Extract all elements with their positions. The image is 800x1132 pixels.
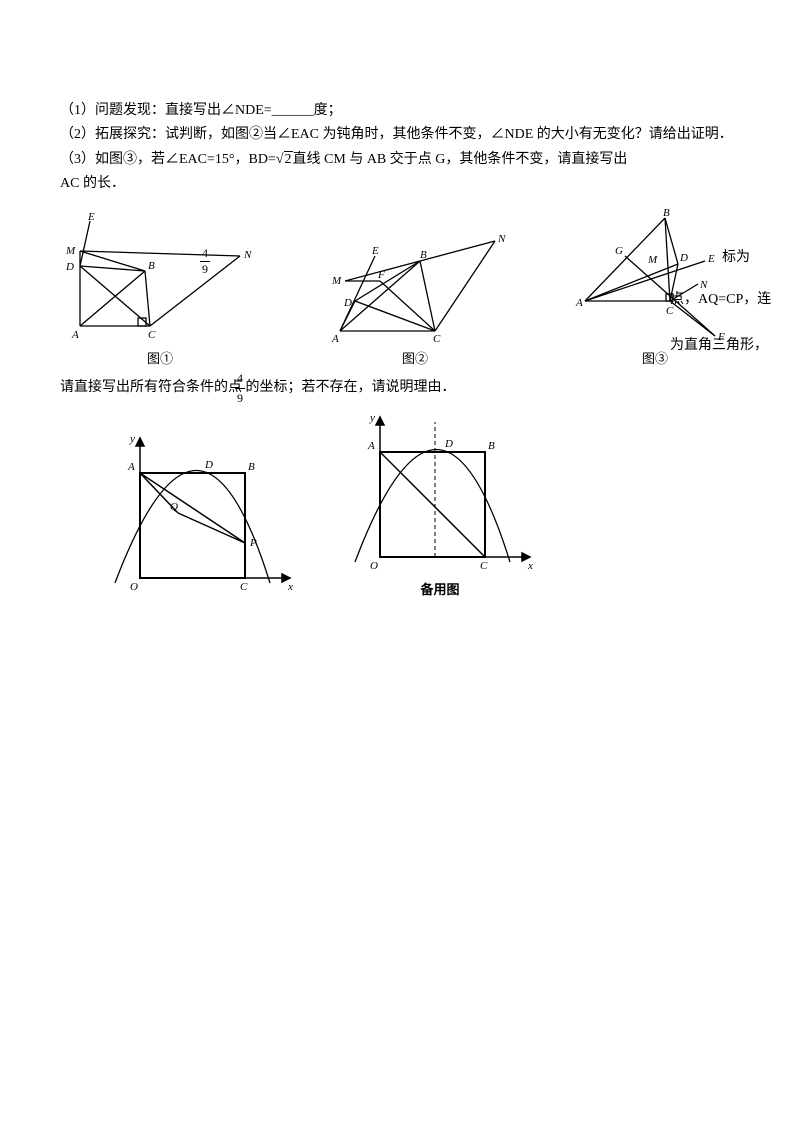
lbl3-E: E — [707, 253, 715, 265]
question-part1: （1）问题发现：直接写出∠NDE=______度； — [60, 100, 740, 122]
lbl-M: M — [65, 245, 76, 257]
cl-y: y — [129, 433, 135, 445]
figure-2-label: 图② — [320, 348, 510, 367]
cl-P: P — [249, 537, 257, 549]
cr-D: D — [444, 438, 453, 450]
lbl-E: E — [87, 211, 95, 223]
lbl3-G: G — [615, 245, 623, 257]
lbl2-M: M — [331, 275, 342, 287]
part3b: 直线 CM 与 AB 交于点 G，其他条件不变，请直接写出 — [293, 152, 628, 167]
cl-A: A — [127, 461, 135, 473]
lbl3-B: B — [663, 207, 670, 219]
lbl-D: D — [65, 261, 74, 273]
fraction-2: 4 9 — [235, 369, 245, 408]
question-part3: （3）如图③，若∠EAC=15°，BD=2直线 CM 与 AB 交于点 G，其他… — [60, 149, 740, 171]
figure-1-label: 图① — [60, 348, 260, 367]
coord-fig-right: y x O A B C D 备用图 — [340, 407, 540, 598]
bottom-line: 请直接写出所有符合条件的点 的坐标；若不存在，请说明理由． 4 9 — [60, 377, 740, 399]
overlay-extra1: 标为 — [722, 246, 750, 266]
lbl2-N: N — [497, 233, 506, 245]
cl-D: D — [204, 459, 213, 471]
cr-A: A — [367, 440, 375, 452]
figure-2-wrap: E B N M F D A C 图② — [320, 226, 510, 367]
figure-2: E B N M F D A C — [320, 226, 510, 346]
cl-C: C — [240, 581, 248, 593]
cr-x: x — [527, 560, 533, 572]
overlay-extra2: 点，AQ=CP，连 — [670, 288, 790, 308]
cr-B: B — [488, 440, 495, 452]
figures-top-row: E M D B N A C 图① 4 9 — [60, 206, 740, 367]
figure-1-wrap: E M D B N A C 图① — [60, 206, 260, 367]
lbl3-D: D — [679, 252, 688, 264]
cr-O: O — [370, 560, 378, 572]
lbl3-A: A — [575, 297, 583, 309]
cl-B: B — [248, 461, 255, 473]
cr-C: C — [480, 560, 488, 572]
lbl2-F: F — [377, 269, 385, 281]
coord-svg-right: y x O A B C D — [340, 407, 540, 577]
part3a: （3）如图③，若∠EAC=15°，BD= — [60, 152, 276, 167]
cl-O: O — [130, 581, 138, 593]
fraction-1: 4 9 — [200, 246, 210, 277]
figure-3: B G M D E N A C F — [570, 206, 740, 346]
coord-svg-left: y x O A B C D Q P — [100, 428, 300, 598]
lbl-A: A — [71, 329, 79, 341]
cl-x: x — [287, 581, 293, 593]
lbl-B: B — [148, 260, 155, 272]
lbl2-D: D — [343, 297, 352, 309]
lbl2-C: C — [433, 333, 441, 345]
cr-y: y — [369, 412, 375, 424]
coord-fig-left: y x O A B C D Q P — [100, 428, 300, 598]
cl-Q: Q — [170, 501, 178, 513]
lbl2-A: A — [331, 333, 339, 345]
figures-bottom-row: y x O A B C D Q P — [100, 407, 740, 598]
figure-1: E M D B N A C — [60, 206, 260, 346]
lbl-N: N — [243, 249, 252, 261]
sqrt-2: 2 — [276, 149, 293, 171]
lbl2-B: B — [420, 249, 427, 261]
backup-label: 备用图 — [340, 579, 540, 598]
overlay-extra3: 为直角三角形， — [670, 334, 790, 354]
question-part3c: AC 的长． — [60, 173, 740, 195]
lbl-C: C — [148, 329, 156, 341]
lbl2-E: E — [371, 245, 379, 257]
lbl3-M: M — [647, 254, 658, 266]
question-part2: （2）拓展探究：试判断，如图②当∠EAC 为钝角时，其他条件不变，∠NDE 的大… — [60, 124, 740, 146]
